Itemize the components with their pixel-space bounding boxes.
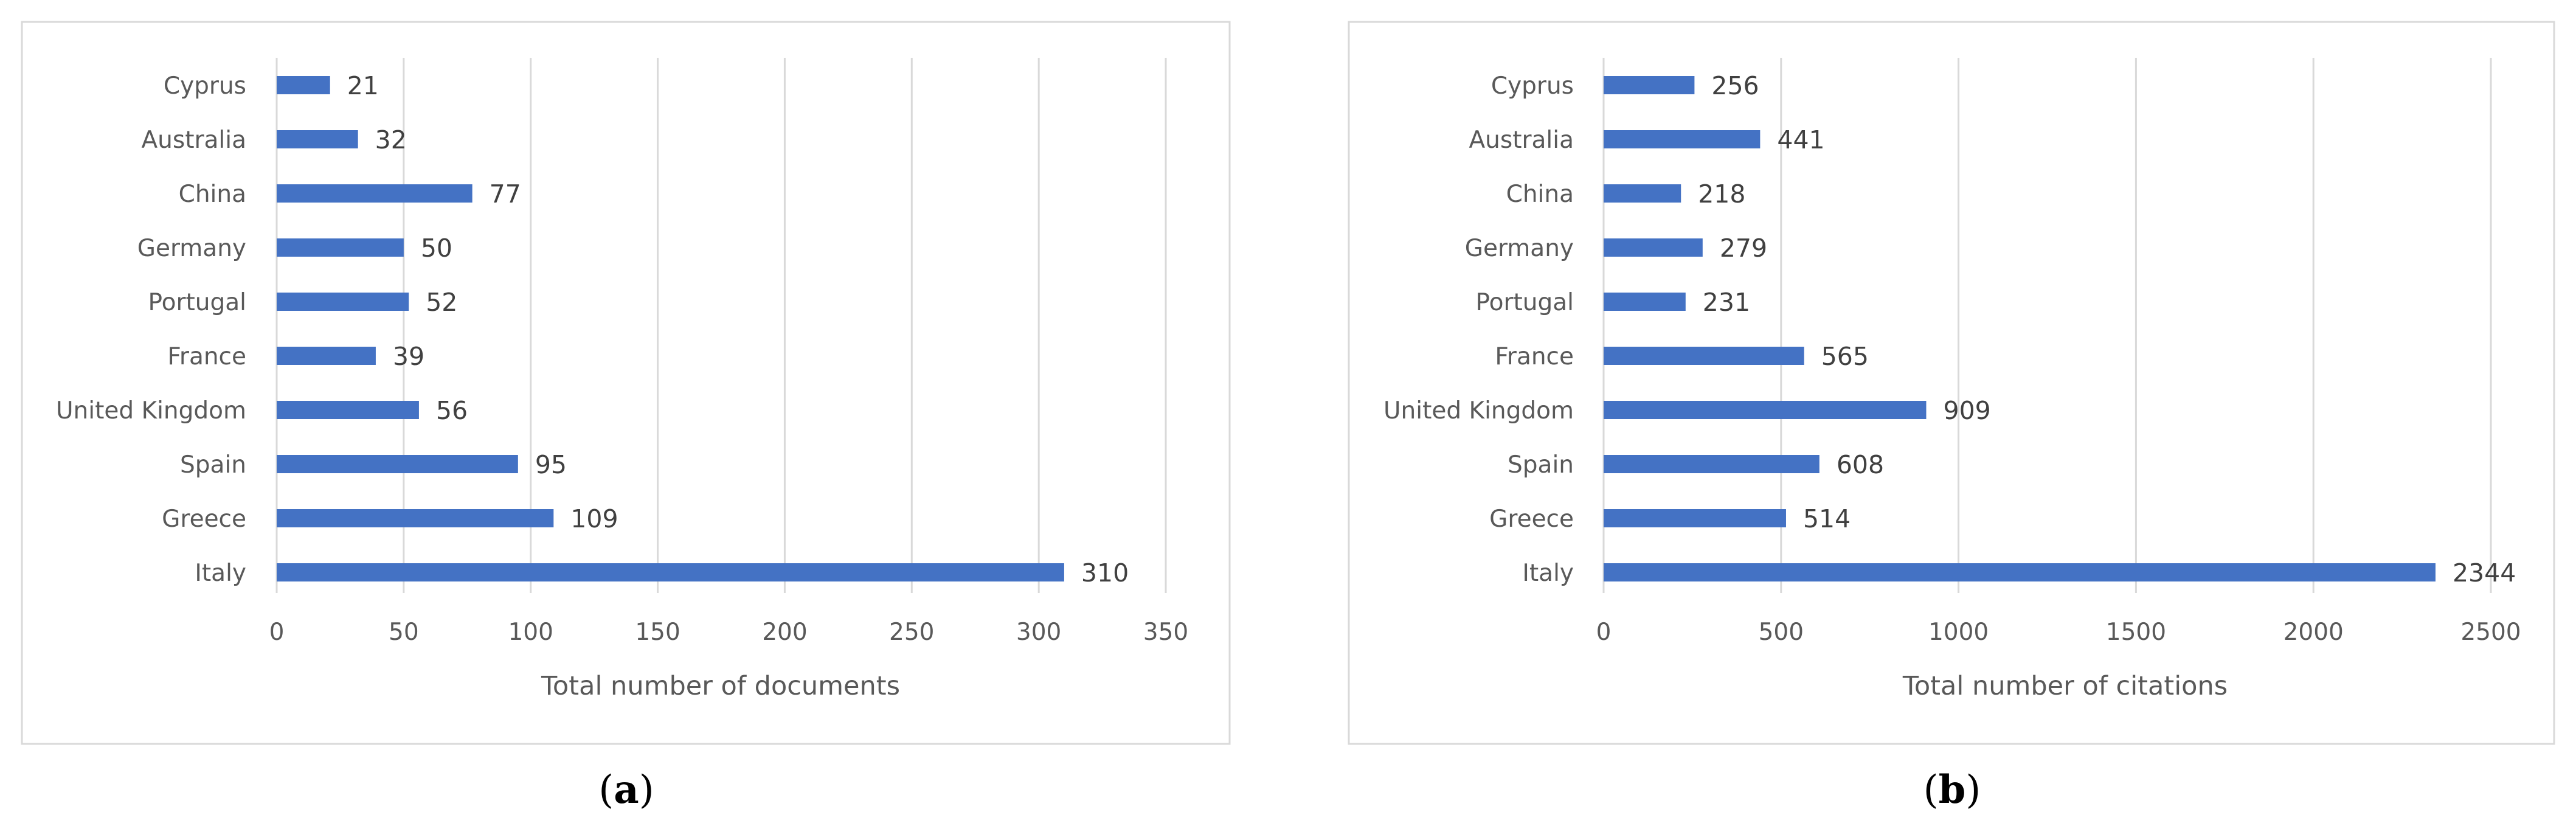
category-label-a-6: United Kingdom bbox=[56, 397, 246, 425]
x-tick-a-1: 50 bbox=[389, 619, 419, 646]
bar-b-2 bbox=[1604, 184, 1681, 203]
data-label-a-3: 50 bbox=[421, 234, 452, 263]
x-tick-b-5: 2500 bbox=[2460, 619, 2521, 646]
category-label-a-8: Greece bbox=[162, 505, 246, 533]
panel-label-a-open: ( bbox=[598, 768, 614, 813]
category-label-b-8: Greece bbox=[1489, 505, 1574, 533]
category-label-a-4: Portugal bbox=[148, 289, 246, 316]
bar-a-4 bbox=[277, 293, 409, 311]
category-label-b-5: France bbox=[1495, 343, 1574, 370]
data-label-b-8: 514 bbox=[1803, 504, 1851, 533]
data-label-b-5: 565 bbox=[1821, 342, 1869, 371]
category-label-b-6: United Kingdom bbox=[1383, 397, 1574, 425]
category-label-a-9: Italy bbox=[195, 560, 246, 587]
data-label-a-9: 310 bbox=[1081, 558, 1129, 588]
x-tick-a-3: 150 bbox=[635, 619, 680, 646]
data-label-a-6: 56 bbox=[436, 396, 468, 425]
x-tick-b-1: 500 bbox=[1759, 619, 1804, 646]
chart-frame-a bbox=[21, 21, 1231, 745]
bar-b-8 bbox=[1604, 509, 1786, 527]
data-label-b-3: 279 bbox=[1720, 234, 1767, 263]
data-labels-b: 256 441 218 279 231 565 909 608 514 2344 bbox=[1698, 71, 2516, 588]
data-label-b-9: 2344 bbox=[2453, 558, 2516, 588]
data-label-b-2: 218 bbox=[1698, 179, 1745, 209]
x-axis-title-a: Total number of documents bbox=[541, 671, 900, 701]
bar-a-6 bbox=[277, 401, 419, 419]
bar-b-9 bbox=[1604, 563, 2436, 581]
category-labels-a: Cyprus Australia China Germany Portugal Franc… bbox=[56, 72, 246, 587]
bar-a-5 bbox=[277, 347, 376, 365]
data-label-b-0: 256 bbox=[1711, 71, 1759, 100]
x-tick-a-5: 250 bbox=[889, 619, 934, 646]
category-label-b-3: Germany bbox=[1465, 235, 1574, 262]
data-label-a-8: 109 bbox=[570, 504, 618, 533]
x-tick-a-4: 200 bbox=[762, 619, 807, 646]
data-label-a-5: 39 bbox=[393, 342, 424, 371]
bar-b-4 bbox=[1604, 293, 1686, 311]
category-label-a-7: Spain bbox=[180, 451, 246, 479]
chart-panel-a: Cyprus Australia China Germany Portugal Franc… bbox=[21, 21, 1231, 745]
chart-frame-b bbox=[1348, 21, 2555, 745]
bar-a-9 bbox=[277, 563, 1064, 581]
x-tick-a-6: 300 bbox=[1016, 619, 1061, 646]
bar-b-0 bbox=[1604, 76, 1695, 94]
category-label-b-2: China bbox=[1506, 181, 1574, 208]
category-label-a-5: France bbox=[167, 343, 246, 370]
panel-label-b-close: ) bbox=[1965, 768, 1981, 813]
panel-label-a: (a) bbox=[598, 767, 654, 813]
category-label-a-3: Germany bbox=[137, 235, 246, 262]
bar-b-5 bbox=[1604, 347, 1804, 365]
data-label-b-7: 608 bbox=[1837, 450, 1884, 479]
panel-label-b-letter: b bbox=[1939, 767, 1966, 813]
category-label-a-0: Cyprus bbox=[164, 72, 246, 100]
category-label-a-1: Australia bbox=[141, 127, 246, 154]
data-label-a-1: 32 bbox=[375, 125, 407, 154]
x-tick-a-0: 0 bbox=[269, 619, 285, 646]
panel-label-b: (b) bbox=[1923, 767, 1981, 813]
x-tick-b-4: 2000 bbox=[2283, 619, 2344, 646]
category-label-b-4: Portugal bbox=[1475, 289, 1574, 316]
category-label-b-0: Cyprus bbox=[1491, 72, 1574, 100]
data-label-a-4: 52 bbox=[426, 288, 457, 317]
panel-label-a-letter: a bbox=[614, 767, 639, 813]
bar-b-1 bbox=[1604, 130, 1761, 148]
category-label-b-7: Spain bbox=[1508, 451, 1574, 479]
panel-label-b-open: ( bbox=[1923, 768, 1939, 813]
x-tick-labels-a: 0 50 100 150 200 250 300 350 bbox=[269, 619, 1189, 646]
bar-a-2 bbox=[277, 184, 473, 203]
chart-panel-b: Cyprus Australia China Germany Portugal Franc… bbox=[1348, 21, 2555, 745]
bar-b-7 bbox=[1604, 455, 1819, 473]
bar-a-8 bbox=[277, 509, 554, 527]
x-tick-a-2: 100 bbox=[508, 619, 553, 646]
bar-b-6 bbox=[1604, 401, 1927, 419]
bar-a-1 bbox=[277, 130, 358, 148]
bars-b bbox=[1604, 76, 2436, 581]
x-tick-a-7: 350 bbox=[1143, 619, 1188, 646]
x-tick-b-0: 0 bbox=[1596, 619, 1612, 646]
data-label-a-2: 77 bbox=[490, 179, 521, 209]
bars-a bbox=[277, 76, 1064, 581]
bar-b-3 bbox=[1604, 238, 1703, 257]
data-label-b-4: 231 bbox=[1703, 288, 1750, 317]
panel-label-a-close: ) bbox=[639, 768, 654, 813]
category-label-a-2: China bbox=[179, 181, 246, 208]
category-label-b-9: Italy bbox=[1522, 560, 1574, 587]
data-label-a-0: 21 bbox=[347, 71, 379, 100]
x-axis-title-b: Total number of citations bbox=[1902, 671, 2228, 701]
x-tick-labels-b: 0 500 1000 1500 2000 2500 bbox=[1596, 619, 2521, 646]
bar-a-0 bbox=[277, 76, 330, 94]
x-tick-b-2: 1000 bbox=[1928, 619, 1989, 646]
data-label-b-6: 909 bbox=[1943, 396, 1990, 425]
category-label-b-1: Australia bbox=[1469, 127, 1574, 154]
data-label-b-1: 441 bbox=[1777, 125, 1824, 154]
data-label-a-7: 95 bbox=[535, 450, 567, 479]
bar-a-7 bbox=[277, 455, 518, 473]
bar-a-3 bbox=[277, 238, 404, 257]
category-labels-b: Cyprus Australia China Germany Portugal Franc… bbox=[1383, 72, 1574, 587]
x-tick-b-3: 1500 bbox=[2106, 619, 2166, 646]
